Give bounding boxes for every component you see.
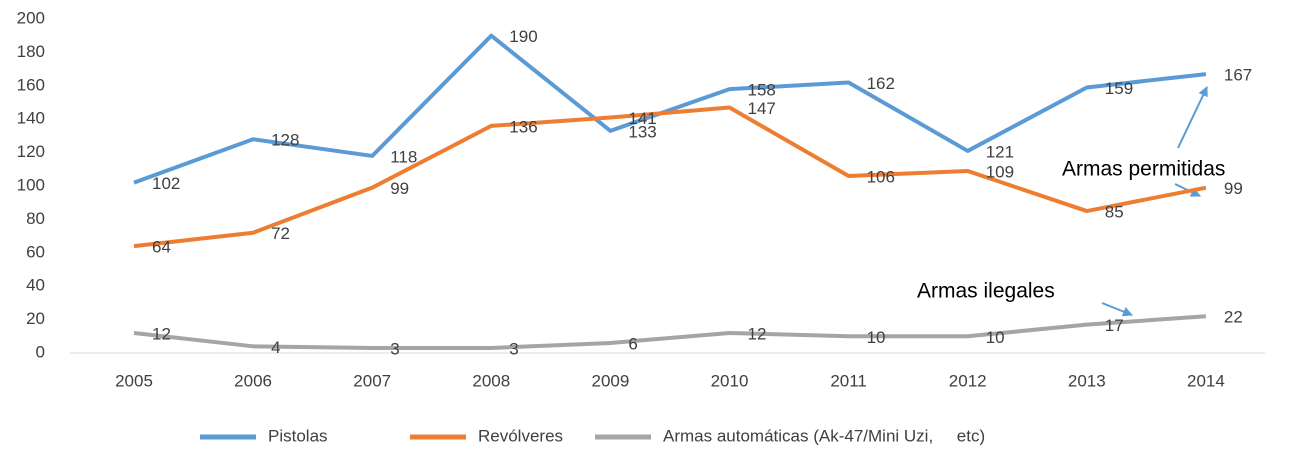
data-label: 159 <box>1105 79 1133 98</box>
data-label: 133 <box>628 122 656 141</box>
y-tick-label: 20 <box>26 309 45 328</box>
data-label: 17 <box>1105 316 1124 335</box>
x-tick-label: 2011 <box>830 371 867 390</box>
y-tick-label: 200 <box>17 8 45 27</box>
data-label: 99 <box>390 179 409 198</box>
y-tick-label: 100 <box>17 175 45 194</box>
legend-label: Pistolas <box>268 426 328 445</box>
x-tick-label: 2008 <box>472 371 510 390</box>
series-line <box>133 314 1207 350</box>
data-label: 118 <box>390 147 417 166</box>
y-tick-label: 140 <box>17 109 45 128</box>
arrow <box>1101 302 1133 317</box>
x-tick-label: 2014 <box>1187 371 1225 390</box>
data-label: 4 <box>271 338 280 357</box>
data-label: 3 <box>390 339 399 358</box>
data-label: 158 <box>748 81 776 100</box>
series-line <box>133 105 1207 249</box>
data-label: 128 <box>271 131 299 150</box>
y-tick-label: 120 <box>17 142 45 161</box>
data-label: 12 <box>152 324 171 343</box>
data-label: 109 <box>986 162 1014 181</box>
annotation: Armas permitidas <box>1062 158 1225 181</box>
x-tick-label: 2006 <box>234 371 272 390</box>
legend-label: Armas automáticas (Ak-47/Mini Uzi, etc) <box>663 426 985 445</box>
y-tick-label: 0 <box>36 342 45 361</box>
series-line <box>133 33 1207 185</box>
data-label: 167 <box>1224 66 1252 85</box>
data-label: 22 <box>1224 308 1243 327</box>
y-tick-label: 80 <box>26 209 45 228</box>
x-tick-label: 2012 <box>949 371 987 390</box>
data-label: 3 <box>509 339 518 358</box>
x-tick-label: 2013 <box>1068 371 1106 390</box>
y-tick-label: 60 <box>26 242 45 261</box>
data-label: 162 <box>867 74 895 93</box>
data-label: 121 <box>986 142 1014 161</box>
data-label: 10 <box>867 328 886 347</box>
data-label: 10 <box>986 328 1005 347</box>
data-label: 6 <box>628 334 637 353</box>
y-tick-label: 180 <box>17 42 45 61</box>
annotation: Armas ilegales <box>917 280 1055 303</box>
data-label: 141 <box>628 109 656 128</box>
arrow <box>1177 86 1208 149</box>
x-tick-label: 2005 <box>115 371 153 390</box>
data-label: 136 <box>509 117 537 136</box>
y-tick-label: 40 <box>26 276 45 295</box>
data-label: 99 <box>1224 179 1243 198</box>
data-label: 147 <box>748 99 776 118</box>
data-label: 12 <box>748 324 767 343</box>
legend-label: Revólveres <box>478 426 563 445</box>
data-label: 64 <box>152 238 171 257</box>
data-label: 85 <box>1105 203 1124 222</box>
data-label: 102 <box>152 174 180 193</box>
data-label: 72 <box>271 224 290 243</box>
x-tick-label: 2009 <box>591 371 629 390</box>
y-tick-label: 160 <box>17 75 45 94</box>
data-label: 106 <box>867 167 895 186</box>
x-tick-label: 2010 <box>711 371 749 390</box>
x-tick-label: 2007 <box>353 371 391 390</box>
data-label: 190 <box>509 27 537 46</box>
